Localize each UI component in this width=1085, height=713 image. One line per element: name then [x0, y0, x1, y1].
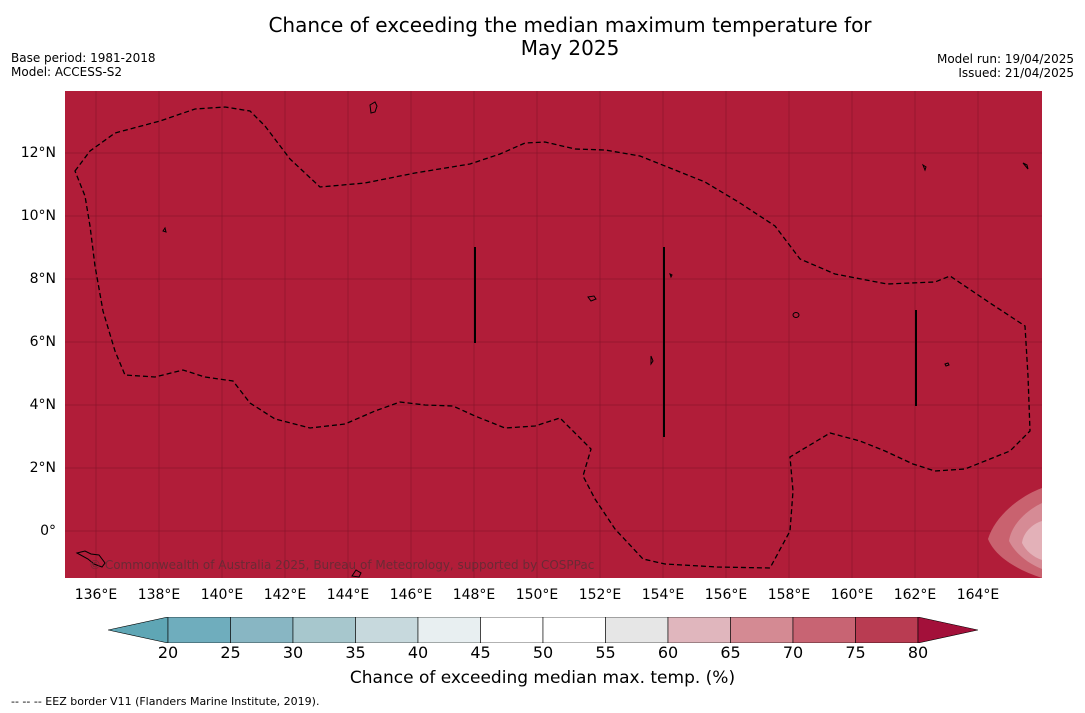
colorbar-tick-label: 30: [282, 643, 304, 662]
lon-label-144e: 144°E: [326, 587, 370, 603]
island-outlines: [75, 101, 1029, 578]
colorbar-extend-high: [917, 616, 979, 644]
lon-label-136e: 136°E: [74, 587, 118, 603]
lat-label-12n: 12°N: [20, 145, 56, 161]
colorbar-tick-label: 50: [532, 643, 554, 662]
model-run-date: Model run: 19/04/2025: [936, 52, 1074, 66]
colorbar-tick-label: 70: [782, 643, 804, 662]
lon-label-156e: 156°E: [704, 587, 748, 603]
colorbar-tick-label: 20: [157, 643, 179, 662]
colorbar-bin: [167, 616, 231, 644]
colorbar-tick-label: 40: [407, 643, 429, 662]
forecast-map[interactable]: [65, 91, 1042, 578]
title-line-2: May 2025: [520, 36, 620, 60]
colorbar-tick-label: 60: [657, 643, 679, 662]
lon-label-140e: 140°E: [200, 587, 244, 603]
model-name: Model: ACCESS-S2: [11, 65, 123, 79]
eez-legend-note: -- -- -- EEZ border V11 (Flanders Marine…: [11, 695, 320, 708]
lat-label-8n: 8°N: [29, 271, 56, 287]
lon-label-162e: 162°E: [893, 587, 937, 603]
lon-label-154e: 154°E: [641, 587, 685, 603]
lon-label-164e: 164°E: [956, 587, 1000, 603]
colorbar-tick-label: 75: [845, 643, 866, 662]
colorbar-extend-low: [107, 616, 169, 644]
colorbar-tick-label: 35: [345, 643, 366, 662]
colorbar-tick-label: 45: [470, 643, 491, 662]
lon-label-146e: 146°E: [389, 587, 433, 603]
lon-label-150e: 150°E: [515, 587, 559, 603]
anomaly-patch-southeast: [988, 488, 1042, 578]
colorbar-bin: [605, 616, 669, 644]
lat-label-0: 0°: [40, 523, 56, 539]
map-canvas: [65, 91, 1042, 578]
lon-label-158e: 158°E: [767, 587, 811, 603]
lon-label-148e: 148°E: [452, 587, 496, 603]
colorbar-bin: [480, 616, 544, 644]
probability-field: [65, 91, 1042, 578]
colorbar: [107, 616, 979, 644]
colorbar-bin: [792, 616, 856, 644]
colorbar-bin: [730, 616, 794, 644]
colorbar-bin: [292, 616, 356, 644]
title-line-1: Chance of exceeding the median maximum t…: [268, 13, 872, 37]
lat-label-6n: 6°N: [29, 334, 56, 350]
colorbar-tick-label: 55: [595, 643, 616, 662]
run-info: Model run: 19/04/2025 Issued: 21/04/2025: [937, 52, 1074, 80]
colorbar-bin: [417, 616, 481, 644]
map-title: Chance of exceeding the median maximum t…: [0, 14, 1085, 60]
colorbar-label: Chance of exceeding median max. temp. (%…: [349, 668, 736, 688]
colorbar-bin: [855, 616, 919, 644]
colorbar-bin: [355, 616, 419, 644]
lon-label-138e: 138°E: [137, 587, 181, 603]
colorbar-scale: [107, 616, 979, 644]
lon-label-152e: 152°E: [578, 587, 622, 603]
colorbar-bin: [230, 616, 294, 644]
lat-label-4n: 4°N: [29, 397, 56, 413]
eez-border: [74, 106, 1031, 569]
lat-label-10n: 10°N: [20, 208, 56, 224]
issued-date: Issued: 21/04/2025: [958, 66, 1074, 80]
lat-label-2n: 2°N: [29, 460, 56, 476]
copyright-notice: © Commonwealth of Australia 2025, Bureau…: [89, 558, 595, 572]
zone-divider-lines: [474, 247, 917, 437]
lon-label-160e: 160°E: [830, 587, 874, 603]
colorbar-bin: [667, 616, 731, 644]
base-period: Base period: 1981-2018: [11, 51, 156, 65]
colorbar-tick-label: 25: [220, 643, 241, 662]
model-info: Base period: 1981-2018 Model: ACCESS-S2: [11, 51, 156, 79]
colorbar-tick-label: 80: [907, 643, 929, 662]
colorbar-bin: [542, 616, 606, 644]
lon-label-142e: 142°E: [263, 587, 307, 603]
colorbar-tick-label: 65: [720, 643, 741, 662]
